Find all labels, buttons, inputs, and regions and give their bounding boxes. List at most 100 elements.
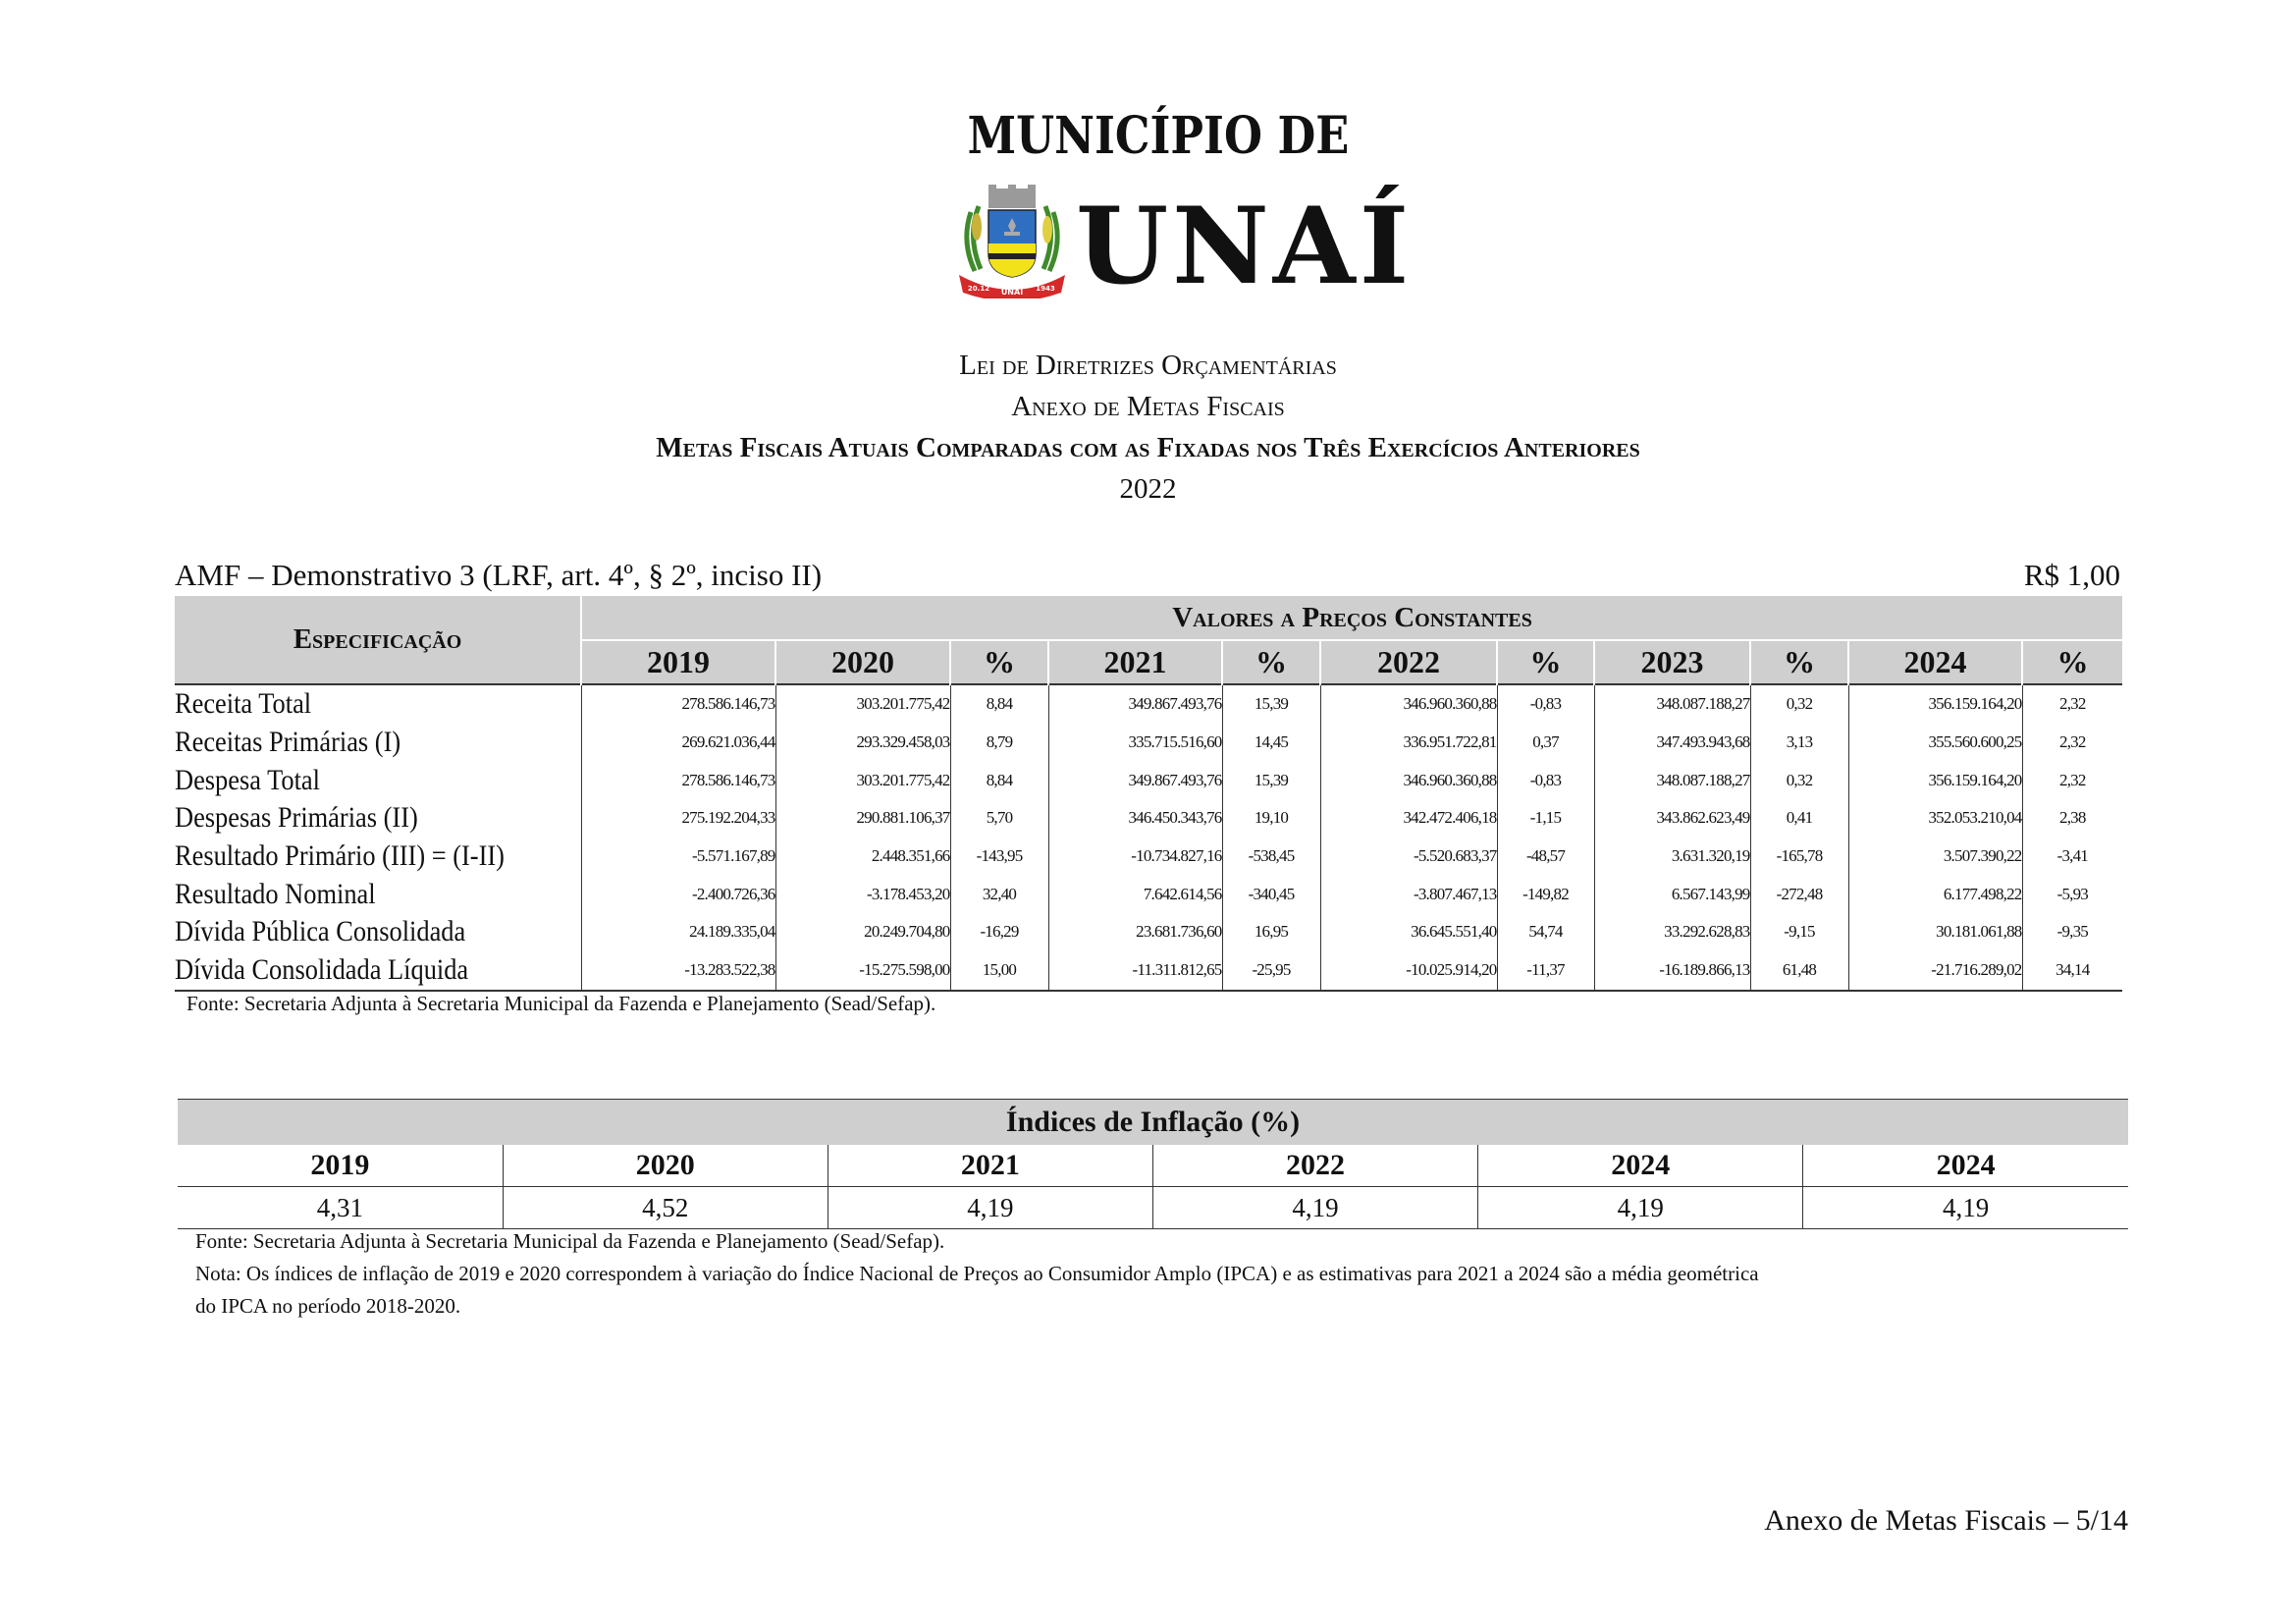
- value-cell: 343.862.623,49: [1593, 799, 1750, 838]
- column-header: %: [1221, 640, 1320, 684]
- value-cell: 346.450.343,76: [1047, 799, 1222, 838]
- demonstrativo-label: AMF – Demonstrativo 3 (LRF, art. 4º, § 2…: [175, 558, 823, 592]
- value-cell: 3.631.320,19: [1593, 837, 1750, 876]
- percent-cell: -0,83: [1496, 761, 1594, 800]
- percent-cell: -11,37: [1496, 950, 1594, 992]
- percent-cell: -272,48: [1749, 875, 1848, 914]
- inflation-year: 2020: [502, 1145, 828, 1187]
- page-footer: Anexo de Metas Fiscais – 5/14: [1764, 1504, 2128, 1537]
- percent-cell: 0,37: [1496, 723, 1594, 762]
- crest-name: UNAÍ: [1001, 286, 1023, 297]
- document-title: Lei de Diretrizes Orçamentárias: [959, 350, 1337, 381]
- value-cell: 36.645.551,40: [1319, 913, 1497, 951]
- row-label-cell: Receitas Primárias (I): [175, 724, 581, 762]
- value-cell: 349.867.493,76: [1047, 761, 1222, 800]
- document-year: 2022: [1119, 473, 1177, 505]
- column-header: 2021: [1047, 640, 1222, 684]
- percent-cell: -165,78: [1749, 837, 1848, 876]
- value-cell: 346.960.360,88: [1319, 761, 1497, 800]
- percent-cell: 16,95: [1221, 913, 1320, 951]
- inflation-value: 4,19: [1477, 1186, 1803, 1229]
- percent-cell: 8,84: [949, 761, 1048, 800]
- percent-cell: 0,32: [1749, 761, 1848, 800]
- percent-cell: 15,00: [949, 950, 1048, 992]
- percent-cell: -5,93: [2021, 875, 2123, 914]
- value-cell: 278.586.146,73: [580, 761, 775, 800]
- percent-cell: 5,70: [949, 799, 1048, 838]
- value-cell: -21.716.289,02: [1847, 950, 2022, 992]
- value-cell: 30.181.061,88: [1847, 913, 2022, 951]
- percent-cell: 2,38: [2021, 799, 2123, 838]
- value-cell: -5.571.167,89: [580, 837, 775, 876]
- row-label-cell: Despesa Total: [175, 761, 581, 799]
- value-cell: 355.560.600,25: [1847, 723, 2022, 762]
- value-cell: 20.249.704,80: [774, 913, 950, 951]
- value-cell: 349.867.493,76: [1047, 683, 1222, 724]
- row-label: Resultado Nominal: [175, 877, 376, 910]
- value-cell: -3.807.467,13: [1319, 875, 1497, 914]
- row-label-cell: Resultado Nominal: [175, 875, 581, 913]
- inflation-table: Índices de Inflação (%) 2019 2020 2021 2022…: [178, 1099, 2128, 1229]
- inflation-value: 4,19: [827, 1186, 1153, 1229]
- column-header: 2022: [1319, 640, 1497, 684]
- value-cell: 348.087.188,27: [1593, 761, 1750, 800]
- percent-cell: -149,82: [1496, 875, 1594, 914]
- value-cell: -15.275.598,00: [774, 950, 950, 992]
- percent-cell: 2,32: [2021, 761, 2123, 800]
- column-header: %: [1749, 640, 1848, 684]
- percent-cell: 32,40: [949, 875, 1048, 914]
- value-cell: 335.715.516,60: [1047, 723, 1222, 762]
- value-cell: 24.189.335,04: [580, 913, 775, 951]
- row-label: Despesa Total: [175, 763, 320, 796]
- percent-cell: -9,35: [2021, 913, 2123, 951]
- inflation-year: 2019: [178, 1145, 504, 1187]
- table-heading: Metas Fiscais Atuais Comparadas com as F…: [656, 432, 1640, 463]
- value-cell: 33.292.628,83: [1593, 913, 1750, 951]
- value-cell: -5.520.683,37: [1319, 837, 1497, 876]
- row-label-cell: Despesas Primárias (II): [175, 799, 581, 838]
- row-label: Receitas Primárias (I): [175, 726, 401, 759]
- percent-cell: -538,45: [1221, 837, 1320, 876]
- logo-unai: UNAÍ: [1076, 185, 1414, 308]
- table-row: Receitas Primárias (I) 269.621.036,44 293.…: [175, 723, 2123, 762]
- percent-cell: -3,41: [2021, 837, 2123, 876]
- value-cell: 348.087.188,27: [1593, 683, 1750, 724]
- percent-cell: 2,32: [2021, 683, 2123, 724]
- column-header: 2023: [1593, 640, 1750, 684]
- percent-cell: 8,84: [949, 683, 1048, 724]
- specification-header: Especificação: [175, 596, 582, 684]
- inflation-note-continued: do IPCA no período 2018-2020.: [195, 1294, 461, 1318]
- value-cell: 275.192.204,33: [580, 799, 775, 838]
- crest-date-day: 20.12: [968, 285, 989, 293]
- value-cell: 303.201.775,42: [774, 761, 950, 800]
- value-cell: 352.053.210,04: [1847, 799, 2022, 838]
- row-label-cell: Resultado Primário (III) = (I-II): [175, 838, 581, 876]
- value-cell: 347.493.943,68: [1593, 723, 1750, 762]
- coat-of-arms-icon: 20.12 UNAÍ 1943: [959, 185, 1065, 298]
- value-cell: 2.448.351,66: [774, 837, 950, 876]
- row-label-cell: Receita Total: [175, 683, 581, 724]
- percent-cell: -1,15: [1496, 799, 1594, 838]
- value-cell: -16.189.866,13: [1593, 950, 1750, 992]
- row-label: Despesas Primárias (II): [175, 801, 418, 835]
- percent-cell: 0,41: [1749, 799, 1848, 838]
- row-label: Resultado Primário (III) = (I-II): [175, 839, 505, 873]
- percent-cell: -143,95: [949, 837, 1048, 876]
- percent-cell: 8,79: [949, 723, 1048, 762]
- row-label-cell: Dívida Consolidada Líquida: [175, 950, 581, 992]
- table-row: Dívida Pública Consolidada 24.189.335,04 2…: [175, 913, 2123, 951]
- value-cell: 356.159.164,20: [1847, 761, 2022, 800]
- currency-unit: R$ 1,00: [2023, 558, 2120, 592]
- column-header: 2024: [1847, 640, 2022, 684]
- table-row: Resultado Primário (III) = (I-II) -5.571.…: [175, 837, 2123, 876]
- percent-cell: -16,29: [949, 913, 1048, 951]
- value-cell: 7.642.614,56: [1047, 875, 1222, 914]
- percent-cell: -48,57: [1496, 837, 1594, 876]
- inflation-year: 2021: [827, 1145, 1153, 1187]
- percent-cell: 15,39: [1221, 761, 1320, 800]
- column-header: 2020: [774, 640, 950, 684]
- document-subtitle: Anexo de Metas Fiscais: [1011, 391, 1285, 422]
- inflation-title: Índices de Inflação (%): [178, 1099, 2128, 1145]
- inflation-value: 4,31: [178, 1186, 504, 1229]
- table-row: Resultado Nominal -2.400.726,36 -3.178.453…: [175, 875, 2123, 914]
